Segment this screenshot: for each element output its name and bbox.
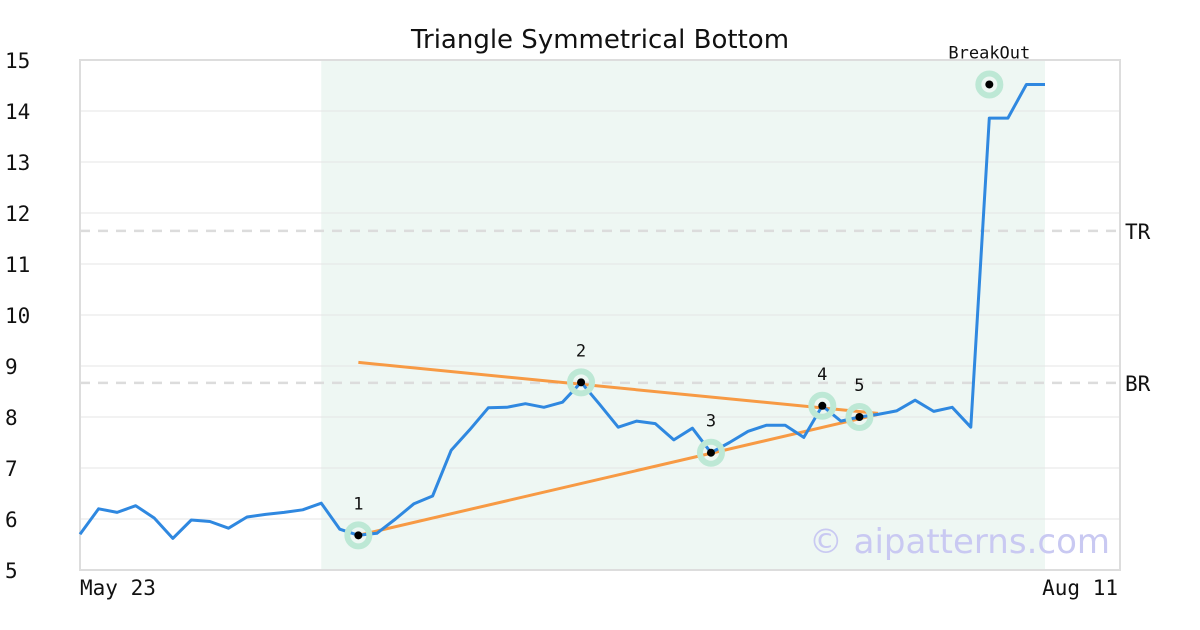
level-label-tr: TR <box>1125 220 1151 244</box>
point-3-ring <box>696 438 725 467</box>
point-1-label: 1 <box>353 494 363 514</box>
pattern-points: 1 2 3 4 5 BreakOut <box>344 43 1030 550</box>
point-2-dot <box>577 378 586 387</box>
point-breakout-ring <box>975 70 1004 99</box>
x-axis-ticks: May 23 Aug 11 <box>80 576 1118 600</box>
y-tick-label: 12 <box>5 202 30 226</box>
watermark: © aipatterns.com <box>809 522 1110 562</box>
point-1-ring <box>344 521 373 550</box>
y-tick-label: 9 <box>5 355 18 379</box>
y-tick-label: 8 <box>5 406 18 430</box>
y-axis-ticks: 5 6 7 8 9 10 11 12 13 14 15 <box>5 49 30 583</box>
point-breakout-label: BreakOut <box>948 43 1030 63</box>
point-4-label: 4 <box>817 365 827 385</box>
resistance-trend-line <box>358 360 879 415</box>
level-lines: TR BR <box>80 220 1151 396</box>
point-5-label: 5 <box>854 376 864 396</box>
y-tick-label: 7 <box>5 457 18 481</box>
y-tick-label: 10 <box>5 304 30 328</box>
point-3-label: 3 <box>706 412 716 432</box>
y-tick-label: 11 <box>5 253 30 277</box>
chart-title: Triangle Symmetrical Bottom <box>410 25 789 55</box>
point-5-dot <box>855 413 864 421</box>
point-2-label: 2 <box>576 341 586 361</box>
point-5-ring <box>845 403 874 431</box>
y-tick-label: 15 <box>5 49 30 73</box>
x-tick-label-end: Aug 11 <box>1042 576 1118 600</box>
point-2-ring <box>567 368 596 397</box>
y-tick-label: 6 <box>5 508 18 532</box>
y-tick-label: 13 <box>5 151 30 175</box>
x-tick-label-start: May 23 <box>80 576 156 600</box>
point-4-dot <box>818 401 827 410</box>
level-label-br: BR <box>1125 372 1151 396</box>
y-tick-label: 14 <box>5 100 30 124</box>
point-4-ring <box>808 391 837 420</box>
point-3-dot <box>706 448 715 457</box>
y-tick-label: 5 <box>5 559 18 583</box>
point-breakout-dot <box>985 80 994 89</box>
price-series-line <box>78 83 1045 540</box>
point-1-dot <box>354 531 363 540</box>
support-trend-line <box>358 412 879 537</box>
plot-frame <box>79 59 1121 571</box>
trend-lines <box>358 360 879 537</box>
